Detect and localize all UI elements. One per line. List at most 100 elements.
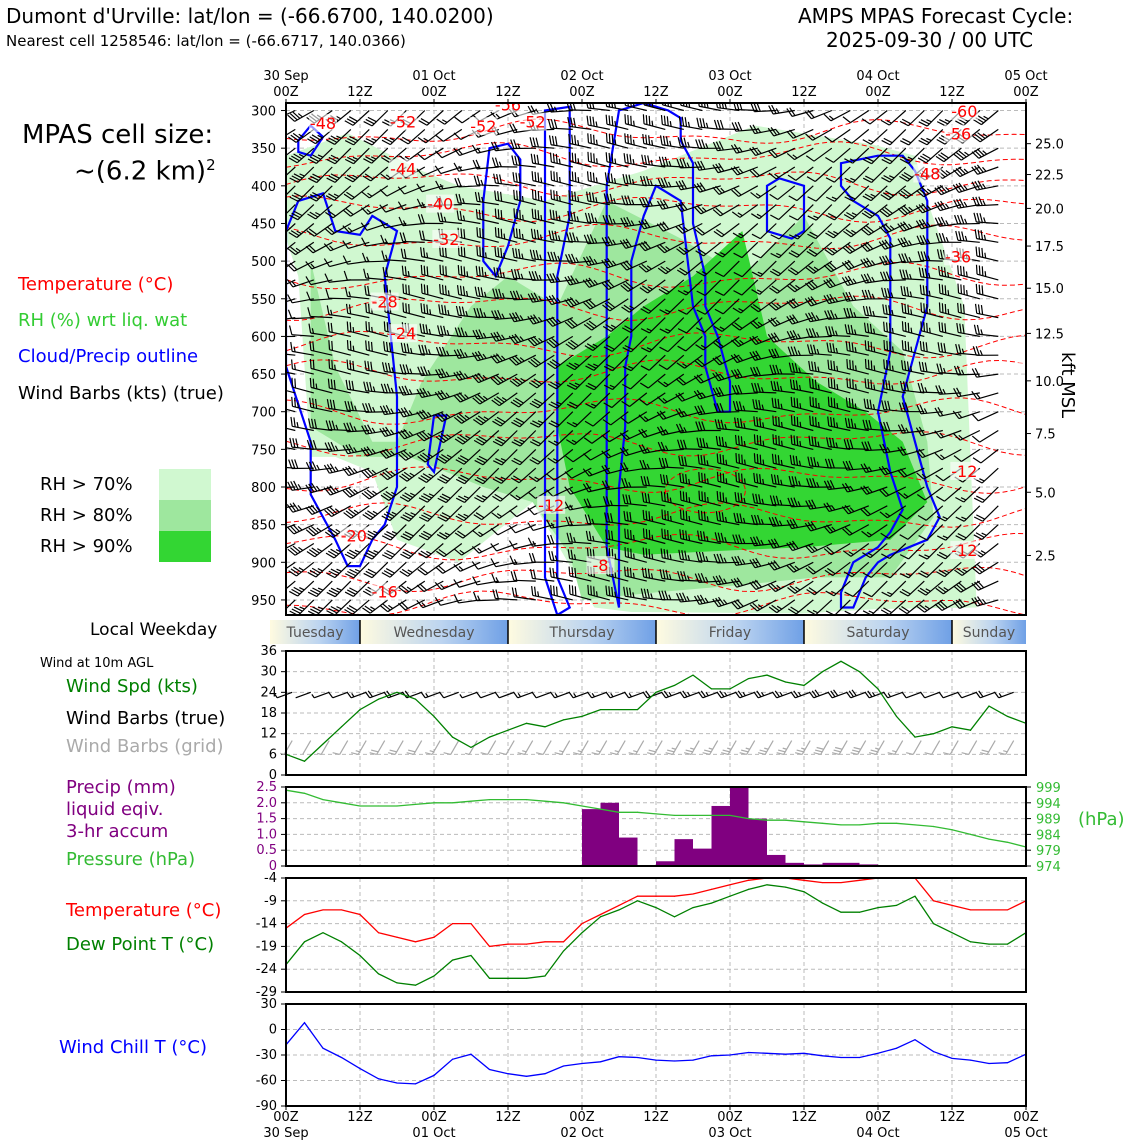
wind-barb-feather [659,569,663,579]
wind-barb [509,311,536,323]
wind-barb [805,561,833,575]
wind-barb [508,524,537,534]
wind-barb-feather [530,153,534,164]
wind-barb-half [849,158,856,162]
wind-barb-feather [677,328,687,334]
wind-barb-feather [681,180,688,189]
wind-barb-feather [719,454,722,464]
wind-barb-feather [554,230,558,241]
wind-barb-feather [934,171,943,179]
wind-barb-feather [407,323,410,334]
wind-barb-shaft [286,352,296,356]
wind-barb-feather [548,550,552,561]
wind-barb-feather [290,134,299,142]
wind-barb-feather [645,176,650,186]
wind-barb-feather [582,256,589,266]
wind-barb-feather [472,397,481,405]
wind-barb-feather [623,217,629,227]
wind-barb-shaft [735,392,758,395]
wind-barb-shaft [333,110,352,125]
wind-barb [434,580,463,591]
wind-barb-half [945,170,951,175]
wind-barb [772,415,795,432]
wind-barb [915,202,944,214]
wind-barb-half [558,215,561,221]
wind-barb [567,210,592,225]
wind-barb-feather [623,566,627,577]
wind-barb [360,467,389,479]
wind-barb-feather [919,340,922,351]
wind-barb [513,189,536,206]
wind-barb [659,298,685,315]
wind-barb-shaft [480,411,500,426]
wind-barb-feather [842,246,851,254]
wind-barb [309,340,333,356]
wind-barb-shaft [643,123,666,130]
wind-barb-feather [694,161,700,171]
wind-barb-shaft [791,505,814,508]
wind-barb-half [484,271,487,278]
wind-barb-feather [621,400,630,408]
wind-barb-feather [494,493,504,500]
wind-barb-half [280,565,284,570]
wind-barb-half [926,119,932,123]
wind-barb-feather [721,512,725,522]
wind-barb-feather [582,483,589,493]
wind-barb-half [665,328,671,332]
wind-barb [364,285,388,300]
wind-barb-half [866,531,872,536]
wind-barb-half [632,103,635,108]
wind-barb-shaft [885,222,907,234]
wind-barb-shaft [735,409,758,413]
wind-barb-feather [571,134,574,145]
wind-barb-feather [823,525,831,534]
wind-barb-half [446,434,452,439]
wind-barb-feather [755,557,762,567]
wind-barb [641,567,666,582]
wind-barb-feather [622,239,630,248]
wind-barb-feather [423,512,433,518]
wind-barb-feather [346,340,349,350]
wind-barb-feather [326,158,336,165]
wind-barb [712,386,740,398]
wind-barb [971,411,999,422]
wind-barb-feather [936,139,946,145]
wind-barb-half [389,137,395,142]
wind-barb-feather [438,228,441,239]
wind-barb-feather [381,554,391,560]
wind-barb-half [517,143,521,149]
wind-barb-shaft [667,335,685,353]
wind-barb [509,505,537,518]
wind-barb-feather [310,526,319,534]
wind-barb-half [594,217,598,223]
wind-barb-feather [918,361,922,372]
wind-barb-half [370,156,377,160]
wind-barb [585,392,611,409]
wind-barb-half [501,397,508,401]
wind-barb-feather [312,191,322,198]
wind-barb-feather [474,286,478,297]
wind-barb-shaft [778,223,796,240]
wind-barb-feather [807,544,816,552]
wind-barb-half [409,472,415,477]
wind-barb [286,335,296,338]
wind-barb-half [980,550,987,554]
wind-barb-feather [551,551,555,561]
wind-barb-feather [402,494,411,501]
wind-barb-feather [810,296,818,305]
wind-barb-shaft [406,467,426,482]
wind-barb-feather [938,569,948,576]
wind-barb-shaft [371,580,389,597]
wind-barb-feather [749,351,756,361]
wind-barb-feather [472,576,478,586]
wind-barb-shaft [976,292,999,300]
wind-barb-feather [546,519,552,529]
wind-barb-feather [684,456,688,467]
wind-barb-shaft [316,166,333,183]
wind-barb-shaft [316,580,333,597]
wind-barb-feather [662,569,666,579]
wind-barb-shaft [440,237,462,243]
wind-barb [455,193,481,206]
wind-barb-feather [398,453,407,461]
wind-barb [786,540,814,552]
